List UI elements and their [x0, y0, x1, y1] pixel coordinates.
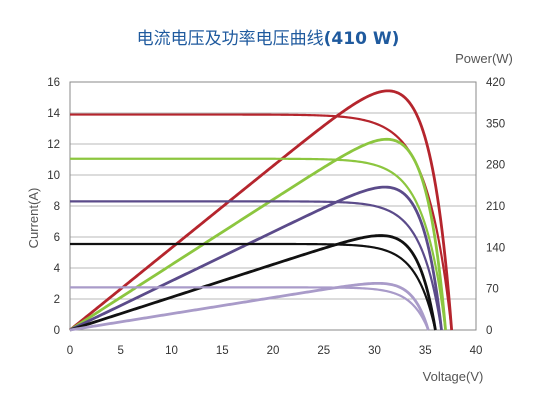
y-tick-label: 0 [54, 325, 60, 337]
y2-axis-label: Power(W) [455, 51, 513, 66]
y-tick-label: 14 [47, 108, 60, 120]
iv-curve-3 [70, 200, 443, 331]
x-tick-label: 15 [216, 345, 229, 357]
pv-curve-2 [69, 137, 447, 332]
chart-title-main: 电流电压及功率电压曲线 [137, 29, 324, 49]
x-tick-label: 20 [267, 345, 280, 357]
x-axis-label: Voltage(V) [423, 369, 484, 384]
y-tick-label: 16 [47, 77, 60, 89]
tick-labels: 0 5 10 15 20 25 30 35 40024681012141607014021028… [47, 77, 505, 357]
y2-tick-label: 0 [486, 325, 492, 337]
y-tick-label: 2 [54, 294, 60, 306]
y2-tick-label: 210 [486, 201, 505, 213]
y-tick-label: 8 [54, 201, 60, 213]
x-tick-label: 30 [368, 345, 381, 357]
chart-title-power: (410 W) [324, 29, 400, 49]
plot-frame [69, 81, 477, 331]
pv-curve-1 [69, 89, 454, 332]
iv-curve-2 [70, 157, 447, 331]
pv-curve-4 [69, 234, 437, 332]
y-axis-label: Current(A) [26, 188, 41, 249]
y2-tick-label: 280 [486, 160, 505, 172]
grid-lines [70, 112, 476, 300]
y-tick-label: 4 [54, 263, 61, 275]
x-tick-label: 35 [419, 345, 432, 357]
y-tick-label: 12 [47, 139, 60, 151]
y2-tick-label: 140 [486, 242, 505, 254]
pv-curve-3 [69, 185, 443, 332]
x-tick-label: 0 [67, 345, 73, 357]
x-tick-label: 25 [317, 345, 330, 357]
y-tick-label: 10 [47, 170, 60, 182]
x-tick-label: 5 [118, 345, 124, 357]
y2-tick-label: 420 [486, 77, 505, 89]
y2-tick-label: 70 [486, 284, 499, 296]
y2-tick-label: 350 [486, 118, 505, 130]
x-tick-label: 40 [470, 345, 483, 357]
iv-curve-5 [70, 286, 430, 331]
iv-curve-4 [70, 242, 437, 331]
chart-title: 电流电压及功率电压曲线(410 W) [137, 29, 400, 49]
y-tick-label: 6 [54, 232, 60, 244]
pv-curve-5 [69, 281, 430, 332]
curve-layer [69, 89, 454, 332]
iv-curve-1 [70, 113, 453, 331]
x-tick-label: 10 [165, 345, 178, 357]
